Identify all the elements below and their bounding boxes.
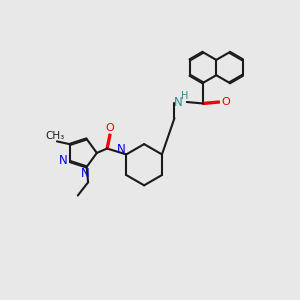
Text: N: N (117, 143, 125, 157)
Text: O: O (106, 123, 114, 133)
Text: CH₃: CH₃ (45, 131, 64, 141)
Text: O: O (221, 97, 230, 107)
Text: N: N (81, 167, 89, 180)
Text: N: N (174, 95, 182, 109)
Text: N: N (59, 154, 68, 166)
Text: H: H (181, 91, 188, 100)
